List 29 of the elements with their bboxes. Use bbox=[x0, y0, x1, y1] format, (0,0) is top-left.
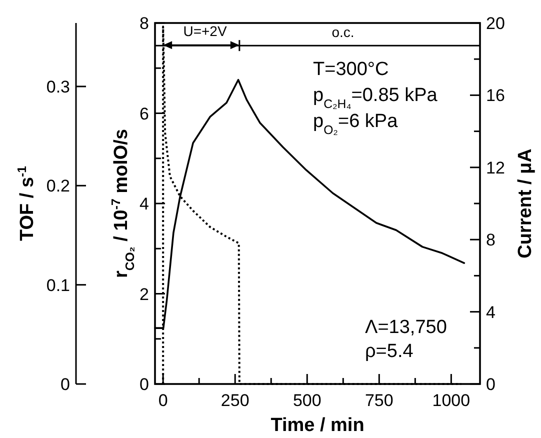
x-tick-label: 0 bbox=[158, 391, 168, 410]
y2-tick-label: 12 bbox=[486, 158, 505, 178]
y3-tick-label: 0 bbox=[60, 375, 70, 394]
annotation: p$_{O₂}$=6 kPa bbox=[313, 111, 398, 137]
x-tick-label: 750 bbox=[364, 391, 394, 410]
x-tick-label: 500 bbox=[292, 391, 322, 410]
y-tick-label: 4 bbox=[140, 194, 149, 214]
x-tick-label: 1000 bbox=[432, 391, 470, 410]
annotation: T=300°C bbox=[313, 59, 389, 80]
annotation: o.c. bbox=[332, 24, 354, 40]
y3-tick-label: 0.2 bbox=[46, 176, 70, 196]
y3-tick-label: 0.1 bbox=[46, 276, 70, 295]
y2-tick-label: 16 bbox=[486, 86, 505, 106]
y2-tick-label: 8 bbox=[486, 230, 496, 250]
x-tick-label: 250 bbox=[220, 391, 250, 410]
y3-tick-label: 0.3 bbox=[46, 77, 70, 96]
y-tick-label: 0 bbox=[140, 375, 149, 394]
y-tick-label: 8 bbox=[140, 14, 149, 33]
y2-tick-label: 0 bbox=[486, 375, 496, 394]
y-tick-label: 6 bbox=[140, 104, 149, 124]
annotation: Λ=13,750 bbox=[365, 317, 447, 338]
y2-tick-label: 4 bbox=[486, 302, 496, 322]
annotation: U=+2V bbox=[183, 23, 228, 39]
y2-tick-label: 20 bbox=[486, 14, 505, 33]
x-axis-title: Time / min bbox=[270, 415, 364, 436]
annotation: ρ=5.4 bbox=[365, 341, 414, 362]
annotation: p$_{C₂H₄}$=0.85 kPa bbox=[313, 85, 438, 111]
y-tick-label: 2 bbox=[140, 284, 149, 304]
y2-axis-title: Current / μA bbox=[515, 148, 536, 258]
